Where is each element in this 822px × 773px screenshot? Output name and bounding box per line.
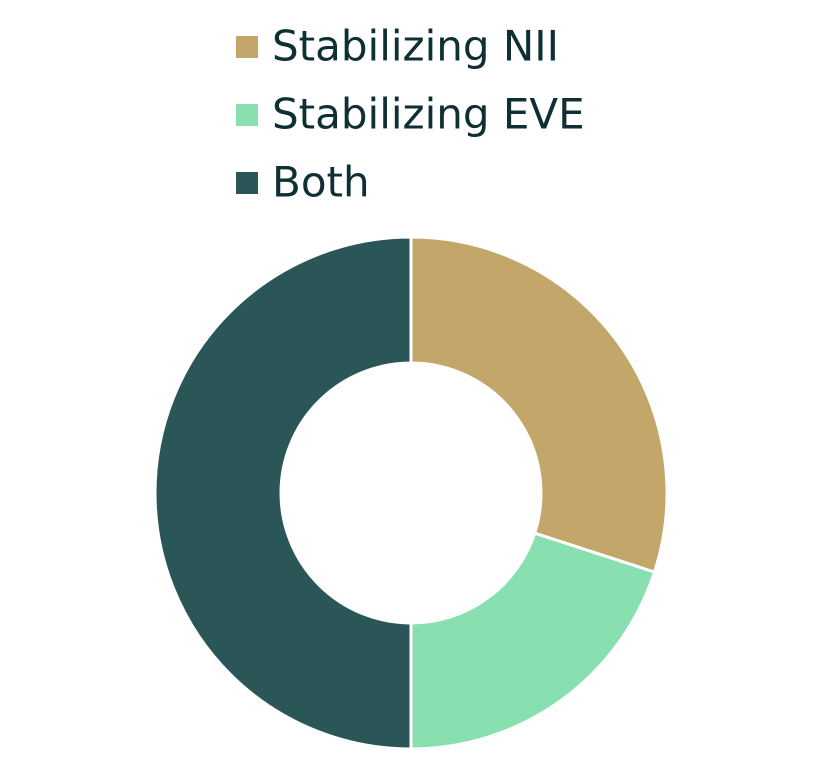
legend-label: Stabilizing NII — [272, 22, 559, 71]
legend-swatch — [236, 104, 258, 126]
legend-swatch — [236, 172, 258, 194]
legend-label: Both — [272, 158, 370, 207]
legend-label: Stabilizing EVE — [272, 90, 585, 139]
donut-segment — [153, 235, 413, 751]
donut-segment — [409, 235, 669, 574]
legend-swatch — [236, 36, 258, 58]
donut-segment — [409, 531, 657, 751]
